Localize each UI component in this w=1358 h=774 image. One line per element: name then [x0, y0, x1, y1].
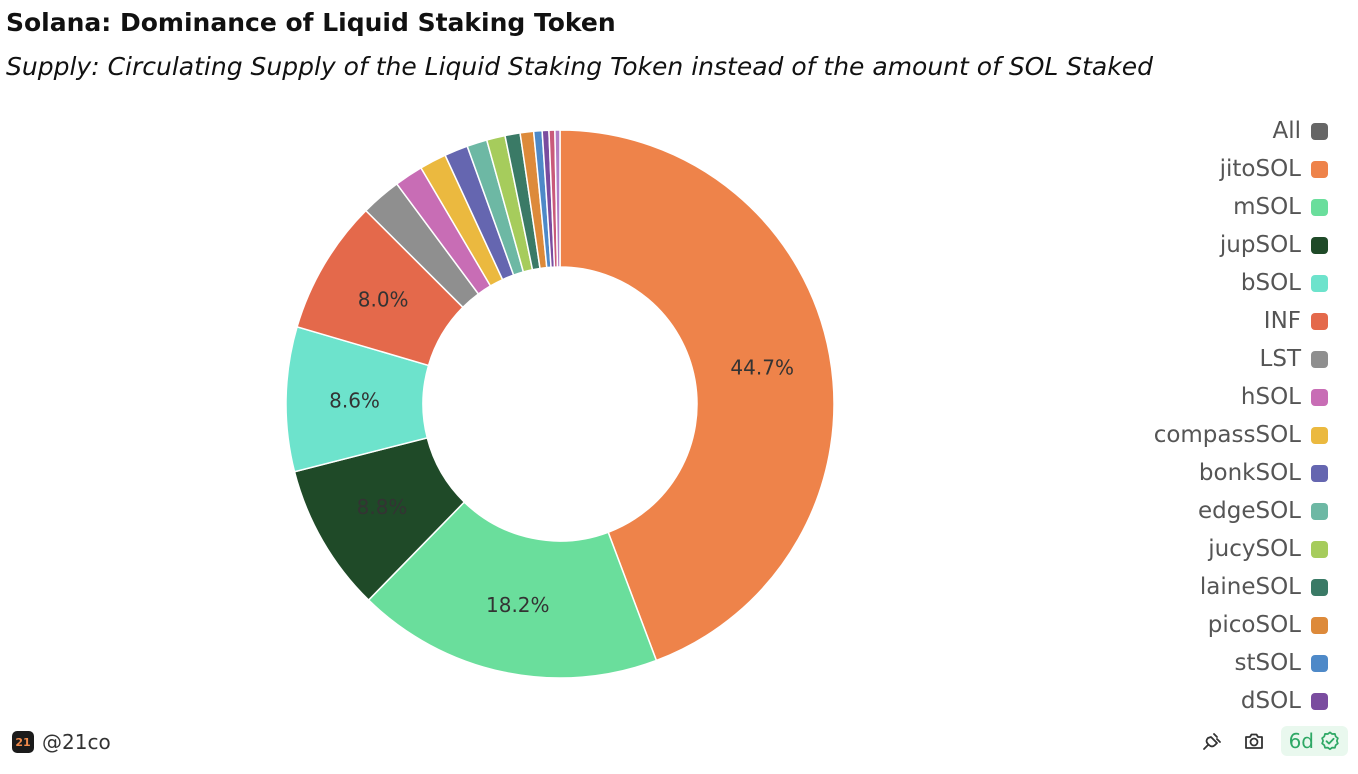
- slice-other-2[interactable]: [554, 129, 561, 268]
- legend-label: jucySOL: [1208, 536, 1301, 562]
- legend-label: dSOL: [1240, 688, 1301, 714]
- chart-subtitle: Supply: Circulating Supply of the Liquid…: [6, 52, 1153, 81]
- data-age-badge[interactable]: 6d: [1280, 726, 1348, 756]
- legend-swatch: [1311, 654, 1328, 672]
- legend-label: jitoSOL: [1219, 156, 1301, 182]
- check-badge-icon: [1321, 731, 1339, 751]
- legend-label: LST: [1259, 346, 1301, 372]
- legend-item-inf[interactable]: INF: [1264, 302, 1328, 340]
- slice-label-INF: 8.0%: [358, 287, 409, 311]
- slice-mSOL[interactable]: [367, 500, 658, 679]
- legend-item-all[interactable]: All: [1272, 112, 1328, 150]
- legend-swatch: [1311, 236, 1328, 254]
- legend-swatch: [1311, 540, 1328, 558]
- brand-logo: 21: [12, 731, 34, 753]
- legend-item-stsol[interactable]: stSOL: [1234, 644, 1328, 682]
- legend-label: hSOL: [1240, 384, 1301, 410]
- legend-item-jucysol[interactable]: jucySOL: [1208, 530, 1328, 568]
- legend-label: picoSOL: [1207, 612, 1301, 638]
- legend-item-compasssol[interactable]: compassSOL: [1154, 416, 1328, 454]
- legend-swatch: [1311, 426, 1328, 444]
- legend-item-jitosol[interactable]: jitoSOL: [1220, 150, 1328, 188]
- legend-swatch: [1311, 578, 1328, 596]
- legend-item-bsol[interactable]: bSOL: [1241, 264, 1328, 302]
- slice-label-mSOL: 18.2%: [486, 593, 550, 617]
- legend-item-edgesol[interactable]: edgeSOL: [1198, 492, 1328, 530]
- legend-label: All: [1272, 118, 1301, 144]
- legend-label: bSOL: [1240, 270, 1301, 296]
- footer-attribution: 21 @21co: [12, 730, 111, 754]
- legend-label: laineSOL: [1199, 574, 1301, 600]
- legend-swatch: [1311, 692, 1328, 710]
- legend-swatch: [1311, 198, 1328, 216]
- legend-label: stSOL: [1234, 650, 1301, 676]
- legend-item-lainesol[interactable]: laineSOL: [1200, 568, 1328, 606]
- footer-toolbar: 6d: [1183, 726, 1348, 756]
- legend-item-msol[interactable]: mSOL: [1233, 188, 1328, 226]
- legend-swatch: [1311, 312, 1328, 330]
- legend-item-hsol[interactable]: hSOL: [1241, 378, 1328, 416]
- legend-label: INF: [1263, 308, 1301, 334]
- legend-swatch: [1311, 464, 1328, 482]
- slice-jitoSOL[interactable]: [559, 129, 835, 662]
- legend-swatch: [1311, 388, 1328, 406]
- legend-swatch: [1311, 502, 1328, 520]
- legend-swatch: [1311, 350, 1328, 368]
- legend-item-dsol[interactable]: dSOL: [1241, 682, 1328, 720]
- legend-item-jupsol[interactable]: jupSOL: [1220, 226, 1328, 264]
- power-plug-icon[interactable]: [1199, 728, 1225, 754]
- camera-icon[interactable]: [1241, 728, 1267, 754]
- author-handle[interactable]: @21co: [42, 730, 111, 754]
- chart-legend: All jitoSOL mSOL jupSOL bSOL INF LST hSOL compas…: [1154, 112, 1328, 720]
- slice-label-jitoSOL: 44.7%: [730, 355, 794, 379]
- slice-label-bSOL: 8.6%: [329, 388, 380, 412]
- legend-swatch: [1311, 616, 1328, 634]
- legend-swatch: [1311, 122, 1328, 140]
- chart-title: Solana: Dominance of Liquid Staking Toke…: [6, 8, 616, 37]
- slice-label-jupSOL: 8.8%: [357, 495, 408, 519]
- legend-swatch: [1311, 160, 1328, 178]
- legend-label: compassSOL: [1153, 422, 1301, 448]
- legend-item-lst[interactable]: LST: [1260, 340, 1328, 378]
- data-age-label: 6d: [1288, 729, 1314, 753]
- legend-swatch: [1311, 274, 1328, 292]
- legend-label: mSOL: [1233, 194, 1301, 220]
- legend-label: jupSOL: [1219, 232, 1301, 258]
- legend-item-bonksol[interactable]: bonkSOL: [1199, 454, 1328, 492]
- legend-label: bonkSOL: [1198, 460, 1301, 486]
- legend-label: edgeSOL: [1197, 498, 1301, 524]
- legend-item-picosol[interactable]: picoSOL: [1208, 606, 1328, 644]
